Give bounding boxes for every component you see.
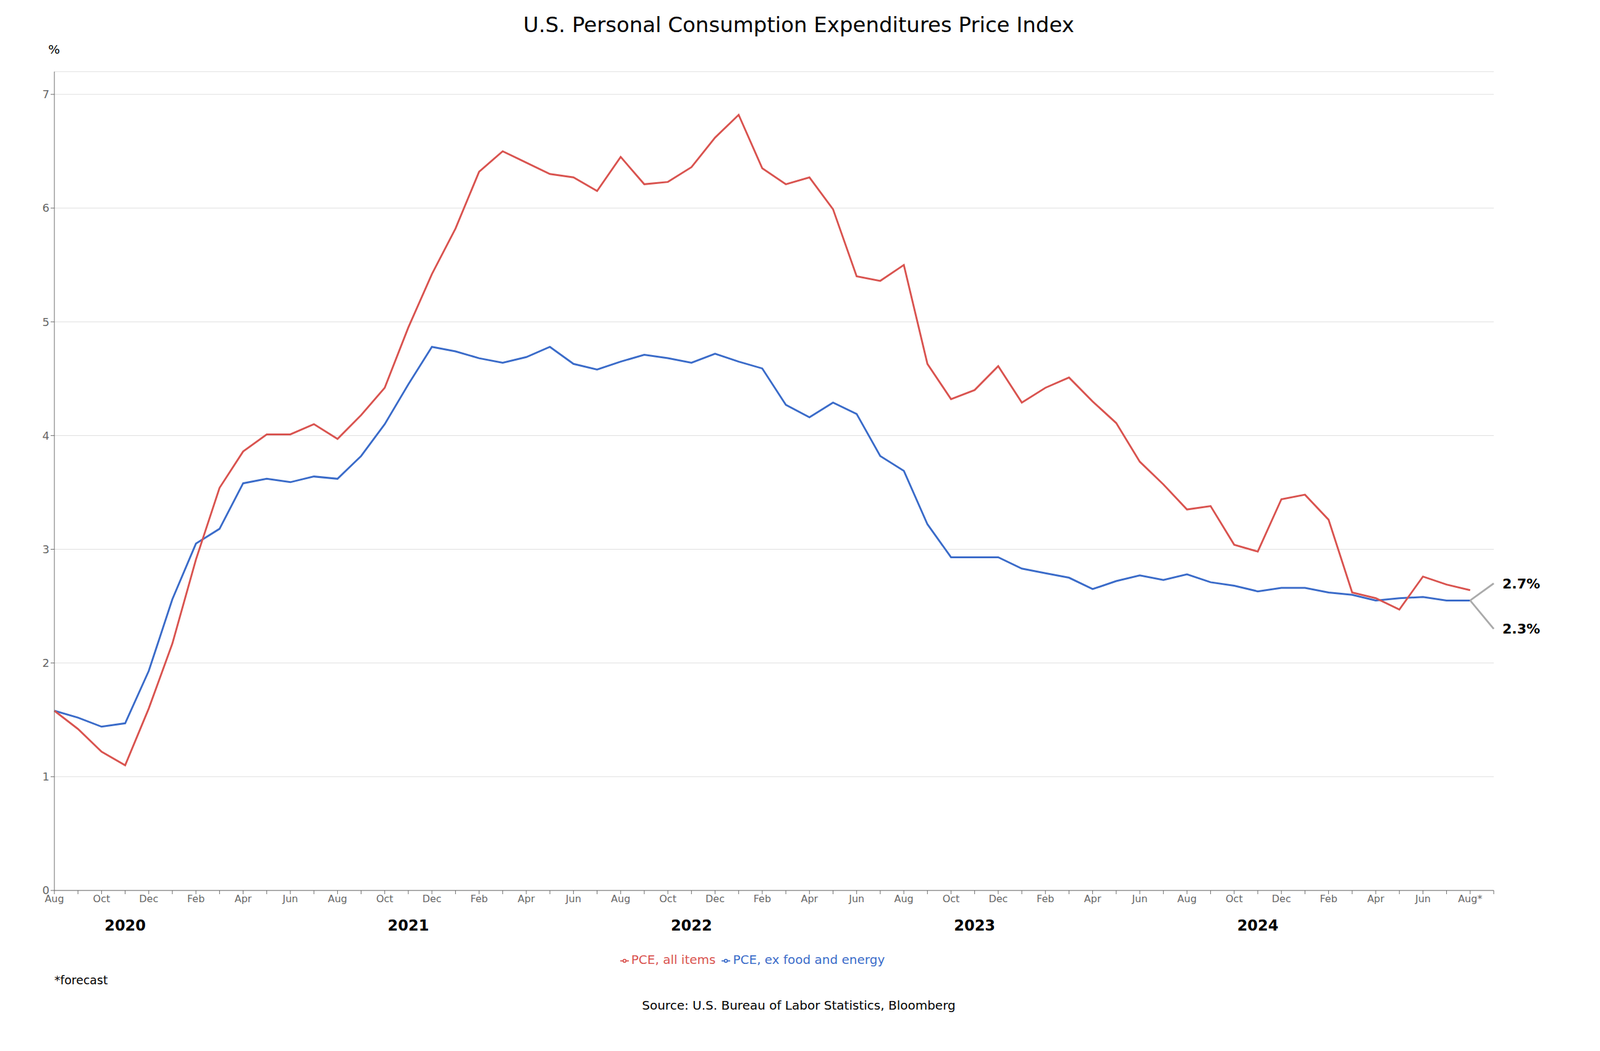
svg-text:3: 3 xyxy=(42,543,50,556)
svg-text:Jun: Jun xyxy=(1131,893,1148,906)
svg-text:Dec: Dec xyxy=(988,893,1008,906)
svg-text:Oct: Oct xyxy=(1225,893,1243,906)
svg-text:Apr: Apr xyxy=(1367,893,1385,906)
svg-text:6: 6 xyxy=(42,201,50,215)
svg-text:Dec: Dec xyxy=(422,893,442,906)
html-text:U.S. Personal Consumption Expe: U.S. Personal Consumption Expenditures P… xyxy=(523,12,1075,38)
svg-text:Dec: Dec xyxy=(1271,893,1292,906)
svg-text:Oct: Oct xyxy=(659,893,677,906)
svg-text:Dec: Dec xyxy=(138,893,159,906)
svg-text:Jun: Jun xyxy=(848,893,865,906)
svg-text:Feb: Feb xyxy=(470,893,488,906)
svg-text:2024: 2024 xyxy=(1237,917,1279,935)
svg-text:Aug: Aug xyxy=(328,893,348,906)
svg-text:Aug: Aug xyxy=(44,893,64,906)
svg-text:Feb: Feb xyxy=(1319,893,1337,906)
svg-text:Feb: Feb xyxy=(753,893,771,906)
svg-text:Aug: Aug xyxy=(1177,893,1197,906)
svg-text:Apr: Apr xyxy=(517,893,535,906)
svg-text:2.7%: 2.7% xyxy=(1502,576,1541,592)
svg-text:Apr: Apr xyxy=(234,893,253,906)
svg-text:Jun: Jun xyxy=(1414,893,1431,906)
svg-text:0: 0 xyxy=(42,884,50,897)
html-text:PCE, ex food and energy: PCE, ex food and energy xyxy=(732,952,885,968)
svg-text:2.3%: 2.3% xyxy=(1502,621,1541,637)
svg-text:Apr: Apr xyxy=(1084,893,1102,906)
svg-text:1: 1 xyxy=(42,770,50,784)
svg-text:4: 4 xyxy=(42,429,50,443)
svg-text:2: 2 xyxy=(42,656,50,670)
svg-text:7: 7 xyxy=(42,87,50,101)
svg-text:Oct: Oct xyxy=(93,893,111,906)
html-text:Source: U.S. Bureau of Labor S: Source: U.S. Bureau of Labor Statistics,… xyxy=(642,998,956,1014)
svg-text:Aug: Aug xyxy=(893,893,914,906)
svg-text:2023: 2023 xyxy=(953,917,996,935)
svg-text:Dec: Dec xyxy=(705,893,725,906)
svg-text:2021: 2021 xyxy=(387,917,430,935)
html-text:*forecast: *forecast xyxy=(54,973,108,988)
svg-text:Oct: Oct xyxy=(942,893,960,906)
svg-text:Oct: Oct xyxy=(376,893,394,906)
svg-text:Apr: Apr xyxy=(800,893,818,906)
svg-text:Feb: Feb xyxy=(187,893,205,906)
svg-text:Jun: Jun xyxy=(565,893,582,906)
svg-text:2020: 2020 xyxy=(104,917,146,935)
html-text:PCE, all items: PCE, all items xyxy=(631,952,716,968)
svg-text:5: 5 xyxy=(42,315,50,329)
svg-text:Jun: Jun xyxy=(281,893,298,906)
svg-text:Aug*: Aug* xyxy=(1457,893,1483,906)
svg-text:2022: 2022 xyxy=(670,917,713,935)
svg-text:Aug: Aug xyxy=(610,893,631,906)
svg-text:Feb: Feb xyxy=(1036,893,1054,906)
